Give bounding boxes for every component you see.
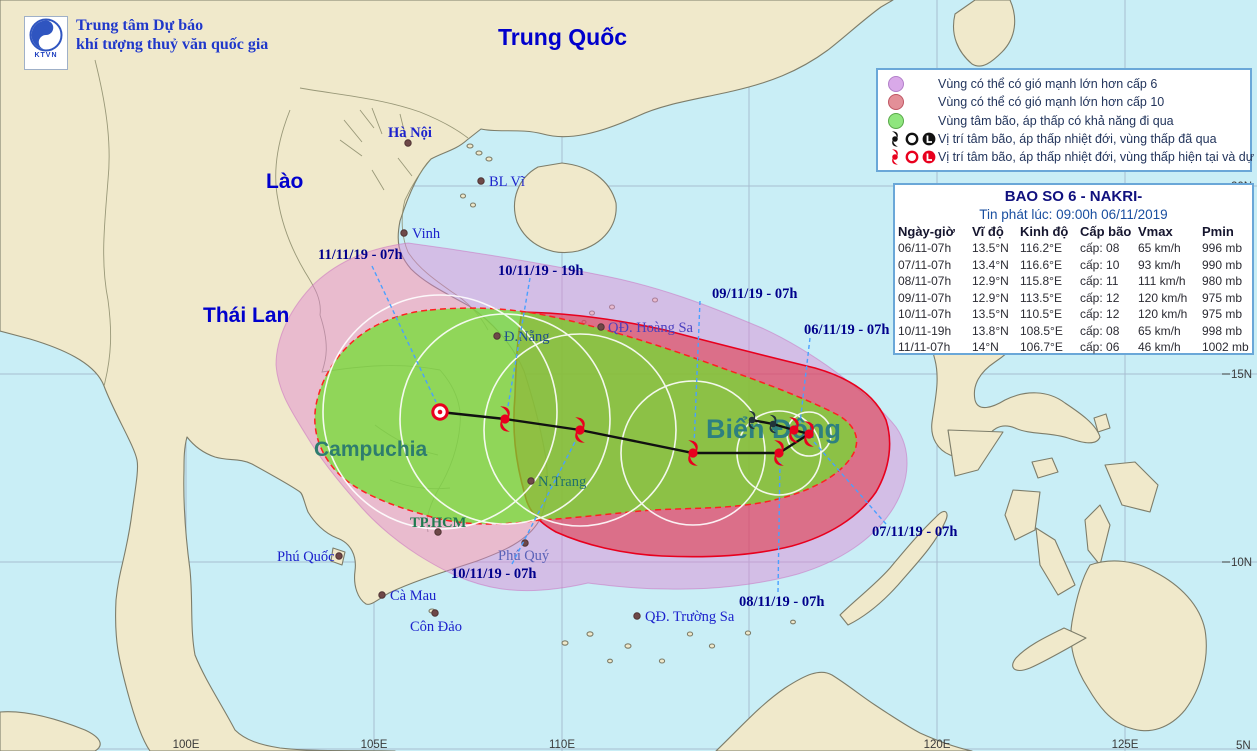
legend-item-forecast: Vị trí tâm bão, áp thấp nhiệt đới, vùng … [886, 148, 1257, 166]
lon-label-120e: 120E [924, 739, 951, 751]
lon-label-125e: 125E [1112, 739, 1139, 751]
purple-area-swatch-icon [888, 76, 904, 92]
legend-item-cap6: Vùng có thể có gió mạnh lớn hơn cấp 6 [886, 75, 1244, 93]
land-hainan [513, 162, 617, 253]
sea-label-east-sea: Biển Đông [706, 414, 841, 444]
agency-emblem-icon [29, 18, 63, 52]
storm-info-box: BAO SO 6 - NAKRI- Tin phát lúc: 09:00h 0… [893, 183, 1254, 355]
agency-name: Trung tâm Dự báo khí tượng thuỷ văn quốc… [76, 16, 268, 54]
agency-name-line2: khí tượng thuỷ văn quốc gia [76, 36, 269, 53]
table-row: 10/11-19h 13.8°N 108.5°E cấp: 08 65 km/h 998 … [898, 323, 1243, 338]
zone-center-green [314, 307, 858, 525]
region-label-thailand: Thái Lan [203, 304, 289, 327]
legend-item-label: Vùng có thể có gió mạnh lớn hơn cấp 10 [938, 95, 1165, 110]
land-borneo [715, 671, 973, 751]
place-label-nhatrang: N.Trang [538, 474, 586, 490]
track-label-06-11-07h: 06/11/19 - 07h [804, 322, 889, 338]
forecast-low-symbol [431, 403, 449, 421]
lon-label-100e: 100E [173, 739, 200, 751]
land-mindoro [947, 429, 1004, 477]
lat-label-10n: 10N [1231, 557, 1252, 569]
place-label-hcmc: TP.HCM [410, 515, 467, 531]
agency-logo-block: KTVN Trung tâm Dự báo khí tượng thuỷ văn… [24, 16, 268, 70]
city-dots [335, 139, 641, 620]
legend-item-label: Vị trí tâm bão, áp thấp nhiệt đới, vùng … [938, 131, 1217, 146]
track-label-07-11-07h: 07/11/19 - 07h [872, 524, 957, 540]
track-label-10-11-07h: 10/11/19 - 07h [451, 566, 536, 582]
agency-name-line1: Trung tâm Dự báo [76, 17, 204, 34]
track-label-08-11-07h: 08/11/19 - 07h [739, 594, 824, 610]
table-row: 06/11-07h 13.5°N 116.2°E cấp: 08 65 km/h 996 … [898, 241, 1243, 255]
lon-label-105e: 105E [361, 739, 388, 751]
track-label-10-11-19h: 10/11/19 - 19h [498, 263, 583, 279]
place-label-phuquoc: Phú Quốc [277, 549, 335, 565]
region-label-china: Trung Quốc [498, 24, 627, 50]
storm-track [431, 403, 814, 466]
legend-item-label: Vùng có thể có gió mạnh lớn hơn cấp 6 [938, 77, 1158, 91]
table-header-row: Ngày-giờ Vĩ độ Kinh độ Cấp bão Vmax Pmin [898, 224, 1251, 240]
table-row: 08/11-07h 12.9°N 115.8°E cấp: 11 111 km/h 980… [898, 274, 1243, 288]
table-row: 10/11-07h 13.5°N 110.5°E cấp: 12 120 km/h 975… [898, 307, 1243, 321]
lon-label-110e: 110E [549, 739, 575, 751]
legend-item-label: Vùng tâm bão, áp thấp có khả năng đi qua [938, 113, 1174, 128]
storm-forecast-table: Ngày-giờ Vĩ độ Kinh độ Cấp bão Vmax Pmin… [898, 224, 1251, 356]
lat-label-5n: 5N [1236, 740, 1251, 751]
col-header-lat: Vĩ độ [972, 224, 1004, 239]
legend-item-center: Vùng tâm bão, áp thấp có khả năng đi qua [886, 112, 1244, 130]
black-storm-symbols-icon [886, 130, 938, 148]
land-taiwan [953, 0, 1016, 67]
place-label-hoangsa: QĐ. Hoàng Sa [608, 320, 694, 336]
legend-item-past: Vị trí tâm bão, áp thấp nhiệt đới, vùng … [886, 130, 1244, 148]
agency-emblem-caption: KTVN [34, 52, 58, 59]
red-storm-symbols-icon [886, 148, 938, 166]
col-header-category: Cấp bão [1080, 224, 1132, 239]
region-label-cambodia: Campuchia [314, 438, 428, 461]
col-header-pmin: Pmin [1202, 224, 1234, 239]
leader-lines [371, 265, 887, 593]
col-header-lon: Kinh độ [1020, 224, 1069, 239]
land-sumatra [0, 711, 101, 751]
place-label-danang: Đ.Nẵng [504, 329, 550, 345]
table-row: 09/11-07h 12.9°N 113.5°E cấp: 12 120 km/h 975… [898, 290, 1243, 305]
place-label-hanoi: Hà Nội [388, 125, 432, 141]
place-label-truongsa: QĐ. Trường Sa [645, 609, 735, 625]
track-label-09-11-07h: 09/11/19 - 07h [712, 286, 797, 302]
table-row: 07/11-07h 13.4°N 116.6°E cấp: 10 93 km/h 990 … [898, 257, 1243, 272]
red-area-swatch-icon [888, 94, 904, 111]
storm-issued-time: Tin phát lúc: 09:00h 06/11/2019 [979, 207, 1168, 222]
land-palawan [839, 510, 948, 626]
legend-item-cap10: Vùng có thể có gió mạnh lớn hơn cấp 10 [886, 93, 1244, 111]
region-label-laos: Lào [266, 170, 303, 193]
storm-title: BAO SO 6 - NAKRI- [1004, 188, 1143, 205]
place-label-bachlongvi: BL Vĩ [489, 174, 526, 190]
place-label-phuquy: Phú Quý [498, 548, 550, 564]
table-row: 11/11-07h 14°N 106.7°E cấp: 06 46 km/h 1002 m… [898, 340, 1249, 354]
agency-emblem: KTVN [24, 16, 68, 70]
legend-box: Vùng có thể có gió mạnh lớn hơn cấp 6 Vù… [876, 68, 1257, 172]
place-label-condao: Côn Đảo [410, 619, 462, 635]
track-label-11-11-07h: 11/11/19 - 07h [318, 247, 403, 263]
col-header-vmax: Vmax [1138, 224, 1173, 239]
col-header-datetime: Ngày-giờ [898, 224, 955, 239]
green-area-swatch-icon [888, 112, 904, 129]
legend-item-label: Vị trí tâm bão, áp thấp nhiệt đới, vùng … [938, 150, 1257, 164]
lat-label-15n: 15N [1231, 369, 1252, 381]
place-label-vinh: Vinh [412, 226, 441, 242]
place-label-camau: Cà Mau [390, 588, 436, 604]
